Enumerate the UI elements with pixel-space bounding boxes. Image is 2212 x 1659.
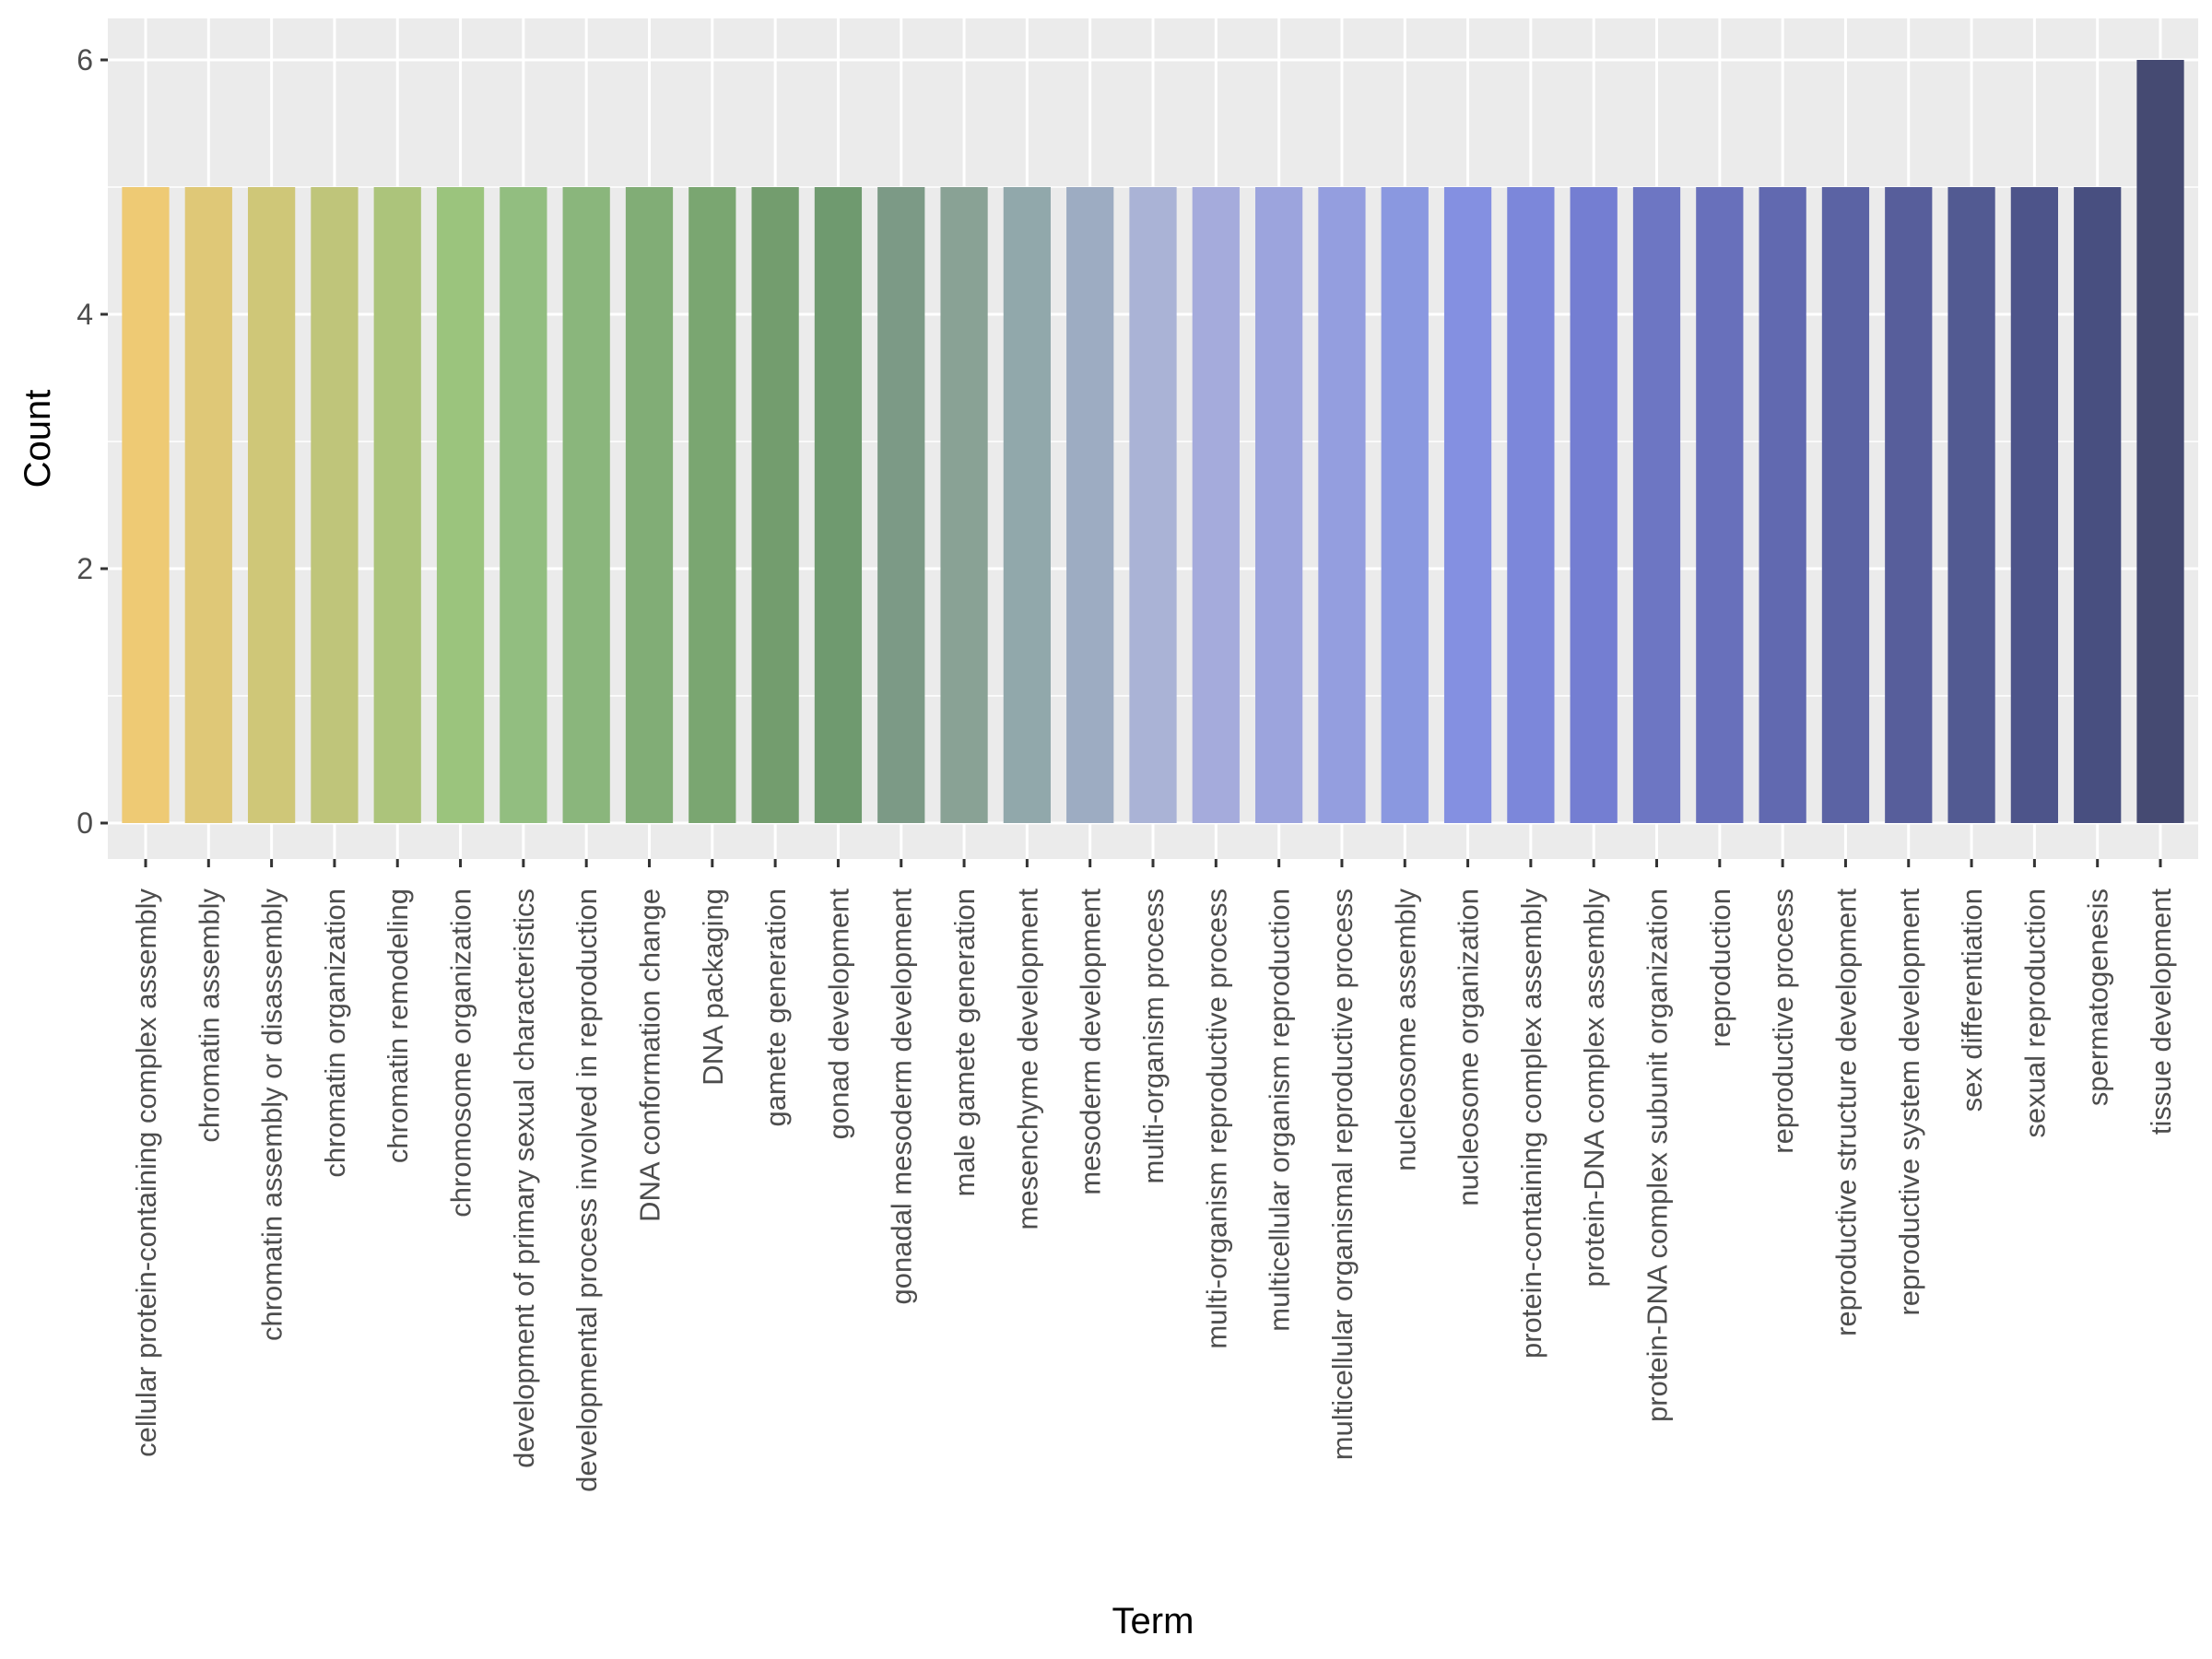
bar	[562, 187, 610, 823]
x-tick-label: reproduction	[1704, 888, 1736, 1047]
bar	[373, 187, 421, 823]
x-tick-label: reproductive process	[1767, 888, 1799, 1154]
x-tick-label: reproductive system development	[1893, 888, 1925, 1316]
x-tick-label: reproductive structure development	[1830, 888, 1862, 1336]
bar	[184, 187, 232, 823]
x-tick-label: DNA packaging	[697, 888, 729, 1086]
bar	[1696, 187, 1744, 823]
y-tick-label: 4	[76, 298, 93, 331]
x-axis: cellular protein-containing complex asse…	[130, 859, 2177, 1492]
x-tick-label: DNA conformation change	[633, 888, 665, 1222]
x-tick-label: nucleosome organization	[1453, 888, 1485, 1206]
bar	[1947, 187, 1995, 823]
bar	[1255, 187, 1303, 823]
bar	[1066, 187, 1114, 823]
x-tick-label: gamete generation	[759, 888, 792, 1127]
bar	[877, 187, 925, 823]
x-tick-label: nucleosome assembly	[1389, 888, 1421, 1171]
bar	[2010, 187, 2059, 823]
bar	[940, 187, 988, 823]
bar	[1821, 187, 1870, 823]
bar	[311, 187, 359, 823]
x-tick-label: chromatin assembly or disassembly	[256, 888, 288, 1342]
x-tick-label: cellular protein-containing complex asse…	[130, 888, 162, 1457]
y-axis: 0 2 4 6	[76, 43, 108, 840]
bar	[436, 187, 485, 823]
bar	[500, 187, 547, 823]
bar	[1129, 187, 1177, 823]
bar	[247, 187, 296, 823]
bars	[122, 60, 2184, 823]
x-tick-label: mesenchyme development	[1011, 888, 1043, 1230]
x-tick-label: mesoderm development	[1075, 888, 1107, 1195]
y-tick-label: 6	[76, 43, 93, 76]
y-tick-label: 2	[76, 552, 93, 585]
x-tick-label: tissue development	[2145, 888, 2177, 1135]
x-tick-label: protein-containing complex assembly	[1515, 888, 1547, 1359]
x-tick-label: spermatogenesis	[2082, 888, 2114, 1106]
y-tick-label: 0	[76, 806, 93, 840]
bar	[1632, 187, 1681, 823]
bar	[1759, 187, 1806, 823]
x-tick-label: chromatin organization	[319, 888, 351, 1178]
x-tick-label: protein-DNA complex assembly	[1578, 888, 1610, 1288]
x-tick-label: multi-organism reproductive process	[1200, 888, 1232, 1349]
bar	[688, 187, 736, 823]
x-tick-label: development of primary sexual characteri…	[508, 888, 540, 1468]
x-tick-label: protein-DNA complex subunit organization	[1641, 888, 1674, 1422]
x-tick-label: multi-organism process	[1137, 888, 1170, 1183]
x-tick-label: chromosome organization	[445, 888, 477, 1218]
x-tick-label: gonadal mesoderm development	[886, 888, 918, 1305]
bar	[751, 187, 799, 823]
bar	[814, 187, 863, 823]
bar	[1885, 187, 1933, 823]
x-tick-label: chromatin remodeling	[382, 888, 414, 1163]
bar	[1570, 187, 1618, 823]
x-tick-label: multicellular organismal reproductive pr…	[1326, 888, 1359, 1460]
x-tick-label: gonad development	[822, 888, 854, 1140]
bar	[2074, 187, 2122, 823]
bar	[1381, 187, 1429, 823]
bar	[122, 187, 170, 823]
x-tick-label: developmental process involved in reprod…	[571, 888, 603, 1492]
x-tick-label: sex differentiation	[1956, 888, 1988, 1112]
x-axis-title: Term	[1112, 1601, 1194, 1641]
bar	[1443, 187, 1492, 823]
x-tick-label: chromatin assembly	[193, 888, 225, 1143]
x-tick-label: sexual reproduction	[2018, 888, 2051, 1138]
bar	[2136, 60, 2184, 823]
bar	[1003, 187, 1051, 823]
x-tick-label: male gamete generation	[948, 888, 981, 1196]
bar	[625, 187, 674, 823]
x-tick-label: multicellular organism reproduction	[1264, 888, 1296, 1332]
bar	[1192, 187, 1240, 823]
y-axis-title: Count	[18, 390, 58, 488]
bar	[1507, 187, 1555, 823]
bar	[1318, 187, 1366, 823]
